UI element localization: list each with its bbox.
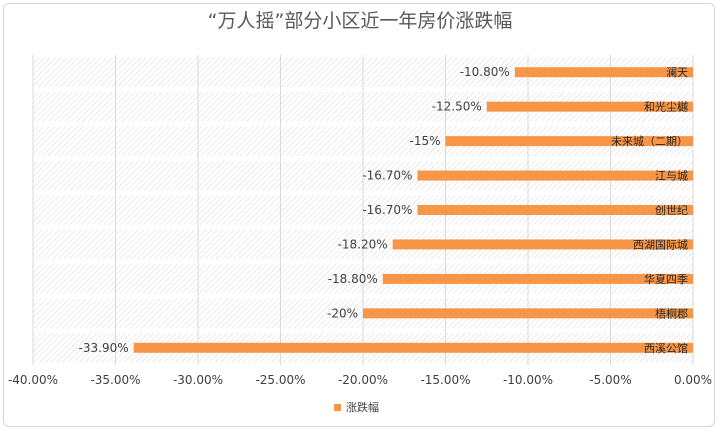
category-label: 澜天 [666, 65, 688, 79]
value-label: -15% [409, 134, 440, 148]
x-tick-label: -30.00% [173, 373, 223, 387]
plot-area: -40.00% -35.00% -30.00% -25.00% -20.00% -15.0… [8, 55, 712, 387]
bar [486, 101, 693, 112]
value-label: -20% [327, 306, 358, 320]
value-label: -10.80% [460, 65, 510, 79]
x-tick-label: -5.00% [589, 373, 631, 387]
x-tick-label: -15.00% [420, 373, 470, 387]
chart-title: “万人摇”部分小区近一年房价涨跌幅 [208, 10, 513, 32]
value-label: -33.90% [79, 341, 129, 355]
bar [417, 170, 693, 181]
bar [514, 67, 693, 78]
category-label: 江与城 [655, 170, 688, 183]
category-label: 创世纪 [655, 204, 688, 217]
x-tick-label: -10.00% [503, 373, 553, 387]
category-label: 西溪公馆 [644, 341, 688, 355]
x-tick-label: -25.00% [255, 373, 305, 387]
x-tick-label: -35.00% [90, 373, 140, 387]
legend: 涨跌幅 [334, 400, 379, 414]
bar [363, 308, 693, 319]
x-tick-label: -40.00% [8, 373, 58, 387]
legend-label: 涨跌幅 [346, 400, 379, 414]
category-label: 和光尘樾 [644, 100, 688, 114]
value-label: -16.70% [362, 169, 412, 183]
bar [392, 239, 693, 250]
category-label: 华夏四季 [644, 272, 688, 286]
x-tick-label: -20.00% [338, 373, 388, 387]
value-label: -18.80% [328, 272, 378, 286]
value-label: -12.50% [432, 100, 482, 114]
bar [382, 273, 693, 284]
category-label: 西湖国际城 [633, 238, 688, 251]
bar [417, 205, 693, 215]
category-label: 梧桐郡 [655, 306, 688, 320]
bar [445, 136, 693, 147]
value-label: -18.20% [338, 237, 388, 251]
category-label: 未来城（二期） [611, 135, 688, 148]
bar [133, 342, 693, 353]
value-label: -16.70% [362, 203, 412, 217]
legend-swatch [334, 404, 341, 411]
x-tick-label: 0.00% [674, 373, 712, 387]
